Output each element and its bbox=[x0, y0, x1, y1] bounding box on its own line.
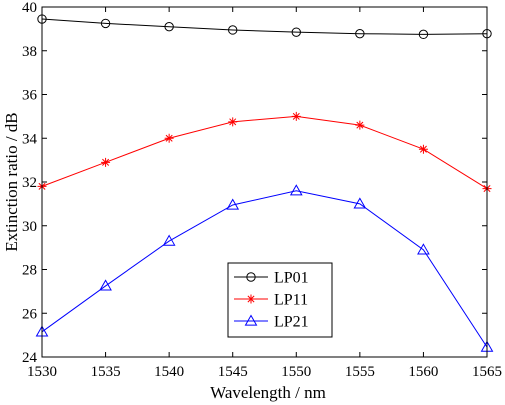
data-point-LP11-3 bbox=[228, 117, 238, 127]
series-LP01 bbox=[37, 14, 492, 40]
data-point-LP21-4 bbox=[289, 184, 303, 196]
y-tick-label-0: 24 bbox=[22, 350, 38, 366]
data-point-LP11-6 bbox=[418, 144, 428, 154]
data-point-LP01-6 bbox=[418, 29, 429, 40]
x-tick-label-2: 1540 bbox=[154, 364, 184, 380]
y-tick-label-7: 38 bbox=[22, 44, 37, 60]
y-tick-label-1: 26 bbox=[22, 306, 38, 322]
series-line-LP11 bbox=[41, 115, 488, 189]
y-axis-label: Extinction ratio / dB bbox=[2, 112, 21, 251]
legend-entry-LP01: LP01 bbox=[234, 270, 309, 287]
y-tick-label-6: 36 bbox=[22, 88, 38, 104]
legend-entry-LP11: LP11 bbox=[234, 292, 308, 309]
series-LP21 bbox=[35, 184, 494, 352]
series-LP11 bbox=[37, 111, 492, 194]
data-point-LP01-3 bbox=[228, 25, 238, 35]
series-line-LP21 bbox=[41, 190, 488, 348]
x-tick-label-3: 1545 bbox=[218, 364, 248, 380]
data-point-LP01-4 bbox=[291, 27, 301, 37]
axes: 1530 1535 1540 1545 1550 1555 1560 1565 24 26 28 30… bbox=[22, 0, 502, 380]
data-point-LP11-2 bbox=[164, 133, 174, 143]
data-point-LP11-5 bbox=[355, 120, 365, 130]
data-point-LP21-6 bbox=[417, 243, 430, 255]
x-tick-label-7: 1565 bbox=[472, 364, 502, 380]
x-tick-label-1: 1535 bbox=[91, 364, 121, 380]
data-point-LP11-1 bbox=[101, 157, 111, 167]
x-axis-label: Wavelength / nm bbox=[210, 383, 326, 402]
legend-label-LP01: LP01 bbox=[274, 270, 309, 287]
data-point-LP21-3 bbox=[226, 198, 240, 210]
y-tick-label-4: 32 bbox=[22, 175, 37, 191]
legend-marker-LP21 bbox=[244, 314, 258, 326]
legend-label-LP11: LP11 bbox=[274, 292, 308, 309]
x-tick-label-4: 1550 bbox=[281, 364, 311, 380]
data-point-LP01-5 bbox=[355, 28, 365, 39]
x-tick-label-0: 1530 bbox=[27, 364, 57, 380]
legend-marker-LP11 bbox=[246, 294, 256, 304]
data-point-LP01-1 bbox=[100, 18, 111, 29]
data-point-LP21-2 bbox=[162, 234, 176, 246]
series-line-LP01 bbox=[41, 18, 488, 35]
data-point-LP11-4 bbox=[291, 111, 301, 121]
data-point-LP21-1 bbox=[99, 279, 112, 291]
y-tick-label-3: 30 bbox=[22, 219, 37, 235]
data-point-LP01-2 bbox=[164, 21, 174, 32]
y-tick-label-5: 34 bbox=[22, 131, 38, 147]
x-tick-label-6: 1560 bbox=[408, 364, 438, 380]
data-point-LP21-5 bbox=[353, 197, 367, 209]
x-tick-label-5: 1555 bbox=[345, 364, 375, 380]
legend-marker-LP01 bbox=[246, 272, 256, 282]
y-tick-label-8: 40 bbox=[22, 0, 37, 16]
legend-entry-LP21: LP21 bbox=[234, 314, 309, 331]
legend: LP01 LP11 LP21 bbox=[227, 262, 333, 338]
y-tick-label-2: 28 bbox=[22, 263, 37, 279]
legend-label-LP21: LP21 bbox=[274, 314, 309, 331]
